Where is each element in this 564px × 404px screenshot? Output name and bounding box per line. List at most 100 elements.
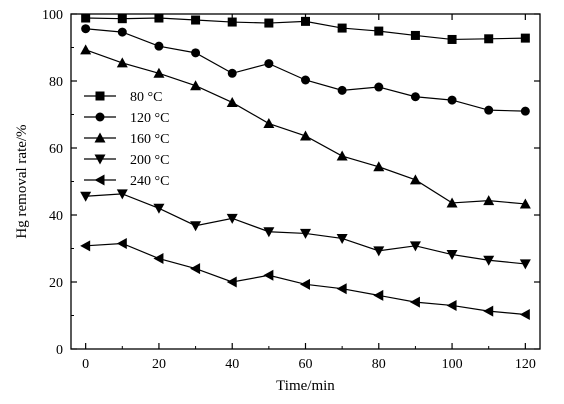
legend-item: 240 °C (84, 174, 169, 189)
y-tick-label: 0 (56, 343, 63, 358)
data-point (447, 95, 457, 105)
series-line (85, 242, 526, 316)
series-line (85, 193, 526, 265)
legend-marker (94, 132, 106, 143)
axes: 0 20 40 60 80 100 120 0 20 40 60 80 100 (42, 8, 540, 372)
data-point (153, 203, 165, 214)
data-point (116, 57, 128, 68)
legend-label: 80 °C (130, 90, 162, 105)
legend-item: 200 °C (84, 153, 169, 168)
data-point (154, 41, 164, 51)
data-point (519, 308, 530, 320)
legend-marker (94, 154, 106, 165)
data-point (81, 24, 91, 34)
data-point (483, 195, 495, 206)
data-point (263, 118, 275, 129)
series-4 (80, 237, 530, 320)
data-point (116, 237, 127, 249)
y-tick-label: 40 (49, 209, 63, 224)
data-point (373, 246, 385, 257)
data-point (80, 240, 91, 252)
legend: 80 °C 120 °C 160 °C 200 °C 240 °C (84, 90, 169, 189)
data-point (153, 253, 164, 265)
data-point (117, 27, 127, 37)
legend-marker (94, 174, 105, 186)
data-point (263, 227, 275, 238)
data-point (484, 105, 494, 115)
data-point (410, 30, 420, 40)
x-tick-label: 60 (299, 357, 313, 372)
y-tick-label: 80 (49, 75, 63, 90)
data-point (374, 26, 384, 36)
data-point (226, 213, 238, 224)
legend-label: 240 °C (130, 174, 169, 189)
data-point (337, 85, 347, 95)
data-point (264, 59, 274, 69)
series-2 (80, 44, 531, 209)
data-point (519, 259, 531, 270)
data-point (410, 92, 420, 102)
data-point (191, 15, 201, 25)
data-point (519, 198, 531, 209)
data-point (520, 33, 530, 43)
series-3 (80, 189, 531, 270)
data-point (300, 278, 310, 290)
data-point (117, 14, 127, 24)
y-axis-title: Hg removal rate/% (14, 124, 30, 238)
data-point (80, 191, 92, 202)
data-point (446, 299, 457, 311)
x-tick-label: 80 (372, 357, 386, 372)
data-point (520, 106, 530, 116)
x-tick-label: 40 (225, 357, 239, 372)
data-point (337, 23, 347, 33)
data-point (373, 161, 385, 172)
x-tick-label: 100 (442, 357, 463, 372)
legend-label: 200 °C (130, 153, 169, 168)
data-point (484, 34, 494, 44)
x-tick-label: 20 (152, 357, 166, 372)
x-axis-title: Time/min (276, 378, 335, 394)
data-point (116, 189, 128, 200)
x-tick-label: 0 (82, 357, 89, 372)
data-point (191, 48, 201, 58)
data-point (409, 241, 421, 252)
data-point (409, 296, 420, 308)
series-layer (80, 13, 531, 320)
data-point (227, 17, 237, 27)
data-point (336, 233, 348, 244)
legend-marker (95, 112, 105, 122)
data-point (483, 255, 495, 266)
data-point (226, 276, 237, 288)
data-point (301, 16, 310, 26)
legend-item: 120 °C (84, 111, 169, 126)
data-point (264, 18, 274, 28)
y-tick-label: 20 (49, 276, 63, 291)
data-point (336, 283, 347, 295)
legend-label: 120 °C (130, 111, 169, 126)
legend-item: 80 °C (84, 90, 162, 105)
x-tick-label: 120 (515, 357, 536, 372)
legend-item: 160 °C (84, 132, 169, 147)
data-point (300, 228, 311, 239)
y-tick-label: 60 (49, 142, 63, 157)
data-point (190, 80, 202, 91)
data-point (300, 130, 311, 141)
data-point (190, 221, 202, 232)
legend-marker (95, 91, 105, 101)
data-point (263, 269, 274, 281)
data-point (226, 96, 238, 107)
data-point (374, 82, 384, 92)
data-point (409, 174, 421, 185)
data-point (447, 34, 457, 44)
series-1 (81, 24, 530, 116)
data-point (373, 289, 384, 301)
y-tick-label: 100 (42, 8, 63, 23)
data-point (80, 44, 92, 55)
data-point (153, 67, 165, 78)
data-point (190, 263, 201, 275)
legend-label: 160 °C (130, 132, 169, 147)
data-point (446, 197, 458, 208)
data-point (483, 305, 494, 317)
data-point (227, 68, 237, 78)
